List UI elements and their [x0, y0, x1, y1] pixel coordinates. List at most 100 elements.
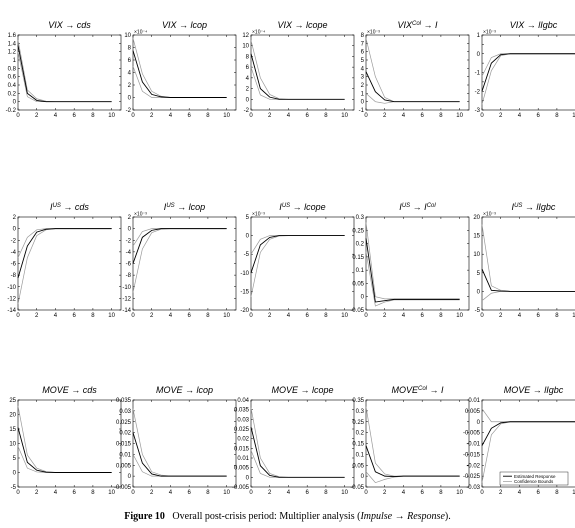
y-tick-label: -6 — [11, 262, 17, 268]
panel-10: IUS → lIgbc×10⁻³-5051015200246810 — [473, 202, 575, 319]
title-arrow: → — [524, 20, 538, 30]
x-tick-label: 10 — [572, 313, 575, 319]
y-tick-label: 0.15 — [352, 255, 364, 261]
title-impulse: VIX — [510, 20, 526, 30]
upper-bound-line — [481, 53, 575, 77]
title-response: lIgbc — [536, 202, 556, 212]
x-tick-label: 8 — [439, 113, 443, 119]
title-impulse: VIX — [397, 20, 413, 30]
y-tick-label: -0.005 — [114, 485, 132, 491]
x-tick-label: 10 — [456, 313, 463, 319]
lower-bound-line — [365, 251, 460, 307]
y-tick-label: -0.05 — [350, 485, 364, 491]
title-response: lIgbc — [538, 20, 558, 30]
y-tick-label: 10 — [9, 442, 16, 448]
plot-frame — [132, 34, 237, 111]
title-response: I — [424, 202, 427, 212]
title-arrow: → — [63, 20, 77, 30]
y-tick-label: 6 — [361, 50, 365, 56]
y-tick-label: 2 — [361, 83, 365, 89]
y-tick-label: 0 — [128, 96, 132, 102]
x-tick-label: 0 — [364, 490, 368, 496]
title-impulse: I — [50, 202, 53, 212]
upper-bound-line — [250, 407, 345, 478]
y-tick-label: 0.035 — [116, 398, 132, 404]
y-tick-label: 1.6 — [8, 33, 17, 39]
x-tick-label: 8 — [555, 490, 559, 496]
y-tick-label: 0.01 — [237, 456, 249, 462]
legend-box — [499, 471, 569, 486]
y-tick-label: 0.2 — [356, 431, 365, 437]
x-tick-label: 2 — [499, 490, 503, 496]
x-tick-label: 6 — [188, 490, 192, 496]
x-tick-label: 6 — [73, 490, 77, 496]
y-tick-label: -20 — [240, 308, 249, 314]
plot-frame — [250, 399, 355, 488]
y-tick-label: 1 — [477, 33, 481, 39]
title-impulse: I — [279, 202, 282, 212]
x-tick-label: 8 — [91, 113, 95, 119]
y-tick-label: 0.01 — [119, 452, 131, 458]
y-tick-label: -14 — [122, 308, 131, 314]
y-tick-label: 0.03 — [119, 409, 131, 415]
y-tick-label: -0.005 — [232, 485, 250, 491]
panel-title: VIX → lcop — [162, 20, 207, 30]
x-tick-label: 0 — [480, 490, 484, 496]
estimated-response-line — [365, 71, 460, 103]
y-tick-label: 0 — [13, 100, 17, 106]
y-tick-label: 7 — [361, 41, 365, 47]
estimated-response-line — [365, 445, 460, 478]
x-tick-label: 8 — [555, 313, 559, 319]
y-tick-label: 0.005 — [465, 409, 481, 415]
title-impulse: MOVE — [391, 385, 419, 395]
y-tick-label: -4 — [11, 250, 17, 256]
y-tick-label: -12 — [122, 296, 131, 302]
y-tick-label: 2 — [128, 83, 132, 89]
y-tick-label: 2 — [246, 87, 250, 93]
x-tick-label: 4 — [54, 490, 58, 496]
x-tick-label: 8 — [91, 490, 95, 496]
title-arrow: → — [298, 385, 312, 395]
y-tick-label: 0 — [246, 234, 250, 240]
y-tick-label: 10 — [124, 33, 131, 39]
y-tick-label: -0.01 — [466, 442, 480, 448]
x-tick-label: 8 — [324, 490, 328, 496]
y-tick-label: 10 — [242, 44, 249, 50]
upper-bound-line — [17, 405, 112, 473]
panel-title: MOVE → lIgbc — [504, 385, 564, 395]
y-tick-label: -0.005 — [463, 431, 481, 437]
y-tick-label: 0.4 — [8, 83, 17, 89]
x-tick-label: 6 — [421, 113, 425, 119]
y-tick-label: 0.2 — [356, 242, 365, 248]
y-tick-label: 0.2 — [8, 91, 17, 97]
y-tick-label: 8 — [128, 46, 132, 52]
x-tick-label: 0 — [131, 313, 135, 319]
y-tick-label: -2 — [11, 238, 17, 244]
panel-title: VIXCol → I — [397, 20, 438, 30]
lower-bound-line — [132, 454, 227, 477]
y-tick-label: -12 — [7, 296, 16, 302]
panel-title: VIX → lcope — [277, 20, 327, 30]
x-tick-label: 4 — [518, 490, 522, 496]
x-tick-label: 4 — [54, 113, 58, 119]
y-tick-label: 0 — [361, 295, 365, 301]
y-multiplier: ×10⁻³ — [252, 212, 265, 218]
y-tick-label: -8 — [11, 273, 17, 279]
lower-bound-line — [132, 228, 227, 293]
panel-title: IUS → lIgbc — [512, 202, 556, 212]
title-impulse-sup: US — [282, 203, 290, 209]
y-tick-label: 0.02 — [237, 437, 249, 443]
y-tick-label: 4 — [246, 76, 250, 82]
title-arrow: → — [421, 20, 435, 30]
x-tick-label: 6 — [73, 313, 77, 319]
plot-frame — [17, 34, 122, 111]
y-tick-label: 0 — [361, 474, 365, 480]
y-tick-label: 0.3 — [356, 215, 365, 221]
y-tick-label: 0.025 — [234, 427, 250, 433]
x-tick-label: 0 — [364, 113, 368, 119]
title-response: lcop — [197, 385, 214, 395]
y-tick-label: 0.005 — [234, 466, 250, 472]
y-tick-label: -1 — [475, 71, 481, 77]
x-tick-label: 2 — [35, 490, 39, 496]
y-tick-label: 5 — [361, 58, 365, 64]
